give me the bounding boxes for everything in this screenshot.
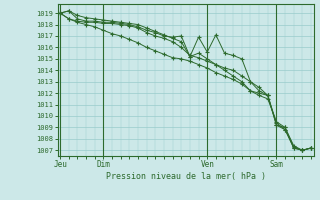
X-axis label: Pression niveau de la mer( hPa ): Pression niveau de la mer( hPa ) xyxy=(106,172,266,181)
